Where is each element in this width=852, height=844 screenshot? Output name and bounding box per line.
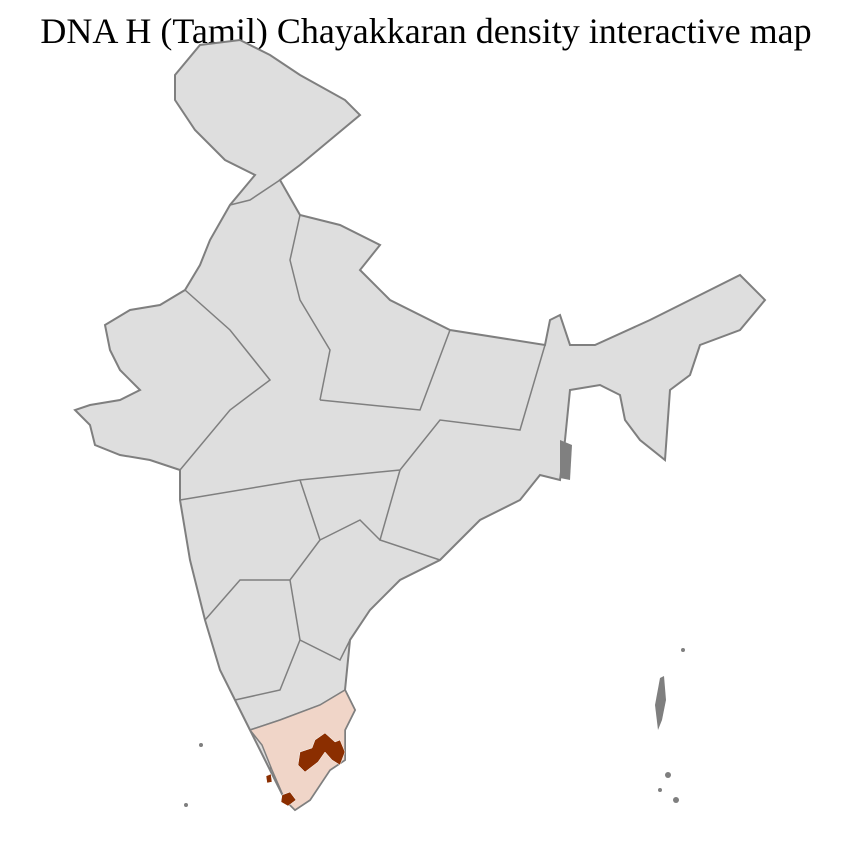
andaman-nicobar-islands [184, 648, 685, 807]
india-outline[interactable] [73, 38, 767, 812]
map-title: DNA H (Tamil) Chayakkaran density intera… [40, 11, 812, 51]
tamil-nadu-low-density[interactable] [248, 688, 356, 811]
state-borders [179, 179, 546, 771]
sundarbans-delta [560, 440, 572, 480]
high-density-districts[interactable] [265, 732, 346, 807]
